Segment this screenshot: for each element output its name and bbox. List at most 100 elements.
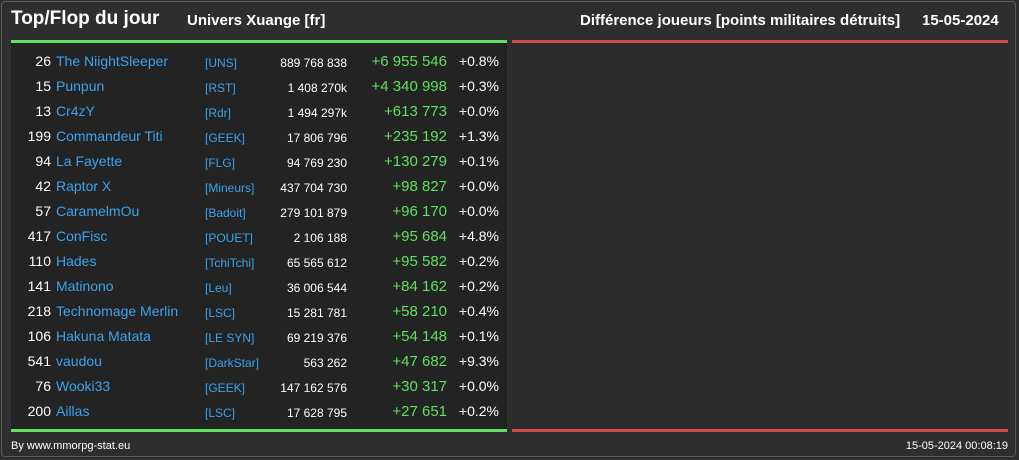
- percent-cell: +0.8%: [458, 53, 499, 69]
- rank-cell: 13: [35, 103, 51, 119]
- table-row: 106 Hakuna Matata [LE SYN] 69 219 376 +5…: [11, 325, 507, 350]
- difference-cell: +6 955 546: [371, 53, 448, 70]
- flop-players-panel: [512, 40, 1008, 432]
- percent-cell: +0.1%: [458, 153, 499, 169]
- alliance-link[interactable]: [GEEK]: [205, 131, 246, 145]
- rank-cell: 26: [35, 53, 51, 69]
- difference-cell: +47 682: [392, 353, 447, 370]
- difference-cell: +84 162: [392, 278, 447, 295]
- table-row: 13 Cr4zY [Rdr] 1 494 297k +613 773 +0.0%: [11, 100, 507, 125]
- alliance-link[interactable]: [Badoit]: [205, 206, 246, 220]
- total-points-cell: 94 769 230: [286, 156, 347, 170]
- alliance-link[interactable]: [FLG]: [205, 156, 236, 170]
- player-name-link[interactable]: The NiightSleeper: [56, 53, 169, 69]
- top-players-panel: 26 The NiightSleeper [UNS] 889 768 838 +…: [11, 40, 507, 432]
- percent-cell: +0.2%: [458, 278, 499, 294]
- total-points-cell: 147 162 576: [280, 381, 347, 395]
- alliance-link[interactable]: [POUET]: [205, 231, 254, 245]
- rank-cell: 110: [28, 253, 51, 269]
- percent-cell: +0.2%: [458, 253, 499, 269]
- percent-cell: +9.3%: [458, 353, 499, 369]
- alliance-link[interactable]: [LE SYN]: [205, 331, 255, 345]
- difference-cell: +95 684: [392, 228, 447, 245]
- difference-cell: +613 773: [384, 103, 447, 120]
- table-row: 57 CaramelmOu [Badoit] 279 101 879 +96 1…: [11, 200, 507, 225]
- alliance-link[interactable]: [LSC]: [205, 406, 236, 420]
- table-row: 15 Punpun [RST] 1 408 270k +4 340 998 +0…: [11, 75, 507, 100]
- total-points-cell: 15 281 781: [286, 306, 347, 320]
- table-row: 76 Wooki33 [GEEK] 147 162 576 +30 317 +0…: [11, 375, 507, 400]
- percent-cell: +0.3%: [458, 78, 499, 94]
- alliance-link[interactable]: [DarkStar]: [205, 356, 260, 370]
- player-name-link[interactable]: Hakuna Matata: [56, 328, 151, 344]
- total-points-cell: 69 219 376: [286, 331, 347, 345]
- player-name-link[interactable]: Hades: [56, 253, 97, 269]
- difference-cell: +58 210: [392, 303, 447, 320]
- player-name-link[interactable]: Cr4zY: [56, 103, 95, 119]
- alliance-link[interactable]: [TchiTchi]: [205, 256, 255, 270]
- rank-cell: 15: [35, 78, 51, 94]
- rank-cell: 57: [35, 203, 51, 219]
- alliance-link[interactable]: [Mineurs]: [205, 181, 255, 195]
- alliance-link[interactable]: [GEEK]: [205, 381, 246, 395]
- total-points-cell: 36 006 544: [286, 281, 347, 295]
- difference-cell: +54 148: [392, 328, 447, 345]
- player-name-link[interactable]: ConFisc: [56, 228, 108, 244]
- table-row: 110 Hades [TchiTchi] 65 565 612 +95 582 …: [11, 250, 507, 275]
- difference-cell: +235 192: [384, 128, 447, 145]
- table-row: 218 Technomage Merlin [LSC] 15 281 781 +…: [11, 300, 507, 325]
- player-name-link[interactable]: Punpun: [56, 78, 105, 94]
- difference-cell: +30 317: [392, 378, 447, 395]
- alliance-link[interactable]: [RST]: [205, 81, 236, 95]
- percent-cell: +4.8%: [458, 228, 499, 244]
- total-points-cell: 1 494 297k: [287, 106, 347, 120]
- percent-cell: +0.2%: [458, 403, 499, 419]
- total-points-cell: 2 106 188: [293, 231, 347, 245]
- table-row: 417 ConFisc [POUET] 2 106 188 +95 684 +4…: [11, 225, 507, 250]
- table-row: 94 La Fayette [FLG] 94 769 230 +130 279 …: [11, 150, 507, 175]
- total-points-cell: 17 806 796: [286, 131, 347, 145]
- percent-cell: +0.0%: [458, 378, 499, 394]
- table-row: 199 Commandeur Titi [GEEK] 17 806 796 +2…: [11, 125, 507, 150]
- rank-cell: 141: [27, 278, 51, 294]
- rank-cell: 218: [27, 303, 51, 319]
- table-row: 541 vaudou [DarkStar] 563 262 +47 682 +9…: [11, 350, 507, 375]
- player-name-link[interactable]: La Fayette: [56, 153, 123, 169]
- metric-label: Différence joueurs [points militaires dé…: [580, 12, 901, 29]
- percent-cell: +0.4%: [458, 303, 499, 319]
- total-points-cell: 279 101 879: [280, 206, 347, 220]
- total-points-cell: 65 565 612: [286, 256, 347, 270]
- alliance-link[interactable]: [UNS]: [205, 56, 238, 70]
- table-row: 200 Aillas [LSC] 17 628 795 +27 651 +0.2…: [11, 400, 507, 425]
- player-name-link[interactable]: Technomage Merlin: [56, 303, 179, 319]
- difference-cell: +27 651: [392, 403, 447, 420]
- alliance-link[interactable]: [Leu]: [205, 281, 232, 295]
- player-name-link[interactable]: Wooki33: [56, 378, 111, 394]
- table-row: 42 Raptor X [Mineurs] 437 704 730 +98 82…: [11, 175, 507, 200]
- table-row: 141 Matinono [Leu] 36 006 544 +84 162 +0…: [11, 275, 507, 300]
- player-name-link[interactable]: Aillas: [56, 403, 90, 419]
- universe-label: Univers Xuange [fr]: [187, 12, 326, 29]
- table-row: 26 The NiightSleeper [UNS] 889 768 838 +…: [11, 50, 507, 75]
- total-points-cell: 17 628 795: [286, 406, 347, 420]
- percent-cell: +0.0%: [458, 178, 499, 194]
- alliance-link[interactable]: [Rdr]: [205, 106, 232, 120]
- percent-cell: +0.0%: [458, 203, 499, 219]
- percent-cell: +0.0%: [458, 103, 499, 119]
- difference-cell: +130 279: [384, 153, 447, 170]
- rank-cell: 200: [27, 403, 51, 419]
- player-name-link[interactable]: Commandeur Titi: [56, 128, 163, 144]
- site-credit-link[interactable]: By www.mmorpg-stat.eu: [11, 440, 131, 452]
- difference-cell: +95 582: [392, 253, 447, 270]
- player-name-link[interactable]: CaramelmOu: [56, 203, 140, 219]
- difference-cell: +4 340 998: [371, 78, 448, 95]
- difference-cell: +98 827: [392, 178, 447, 195]
- alliance-link[interactable]: [LSC]: [205, 306, 236, 320]
- player-name-link[interactable]: Raptor X: [56, 178, 112, 194]
- percent-cell: +1.3%: [458, 128, 499, 144]
- player-name-link[interactable]: Matinono: [56, 278, 114, 294]
- date-label: 15-05-2024: [922, 12, 999, 29]
- total-points-cell: 889 768 838: [280, 56, 347, 70]
- player-name-link[interactable]: vaudou: [56, 353, 102, 369]
- total-points-cell: 563 262: [303, 356, 347, 370]
